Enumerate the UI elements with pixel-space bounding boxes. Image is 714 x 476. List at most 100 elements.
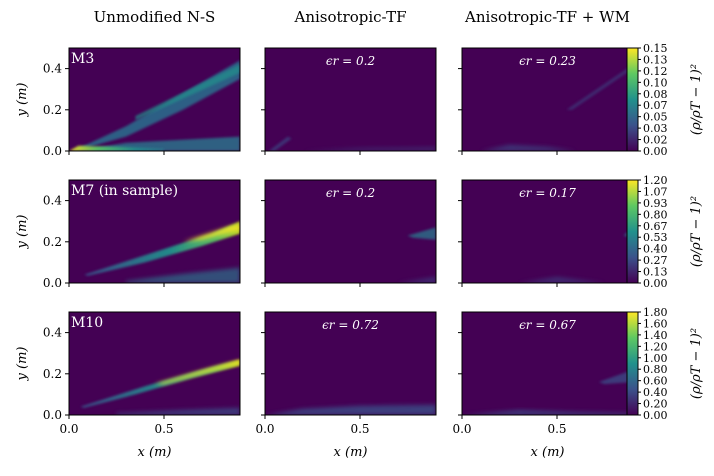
x-axis-label: x (m) <box>531 445 565 460</box>
colorbar-tick-label: 0.00 <box>643 145 668 158</box>
upper-plume <box>598 369 633 385</box>
y-tick-label: 0.4 <box>43 62 62 76</box>
heatmap-panel: ϵr = 0.2 <box>261 179 437 287</box>
error-label: ϵr = 0.67 <box>519 318 576 332</box>
panel-background <box>69 312 240 415</box>
floor-plume <box>303 146 436 151</box>
heatmap-panel: 0.0 0.2 0.4 M7 (in sample) <box>43 179 241 290</box>
colorbar-tick-label: 0.08 <box>643 88 668 101</box>
colorbar-tick-label: 1.20 <box>643 174 668 187</box>
colorbar-tick-label: 0.40 <box>643 386 668 399</box>
y-axis-label: y (m) <box>15 83 30 118</box>
heatmap-panel: ϵr = 0.17 <box>458 179 634 287</box>
colorbar-label: (ρ/ρT − 1)² <box>689 328 704 399</box>
colorbar-label: (ρ/ρT − 1)² <box>689 64 704 135</box>
y-axis-label: y (m) <box>15 347 30 382</box>
x-tick-label: 0.0 <box>59 422 78 436</box>
colorbar-tick-label: 0.40 <box>643 243 668 256</box>
upper-plume <box>84 221 240 276</box>
colorbar-tick-label: 0.00 <box>643 277 668 290</box>
colorbar: 1.801.601.401.201.000.800.600.400.200.00… <box>626 306 704 422</box>
colorbar-tick-label: 0.02 <box>643 134 668 147</box>
heatmap-panel: ϵr = 0.23 <box>458 47 634 155</box>
colorbar-tick-label: 0.07 <box>643 99 668 112</box>
colorbar-tick-label: 0.80 <box>643 363 668 376</box>
floor-plume <box>265 404 436 415</box>
y-tick-label: 0.2 <box>43 235 62 249</box>
colorbar-tick-label: 0.67 <box>643 220 668 233</box>
panel-background <box>265 48 436 151</box>
heatmap-panel: ϵr = 0.2 <box>261 47 437 155</box>
upper-plume-core <box>135 64 240 121</box>
upper-plume <box>566 64 633 110</box>
y-tick-label: 0.0 <box>43 408 62 422</box>
panel-background <box>69 180 240 283</box>
column-title: Unmodified N-S <box>94 8 216 26</box>
floor-plume <box>462 409 633 415</box>
x-tick-label: 0.0 <box>255 422 274 436</box>
panel-frame <box>68 179 241 284</box>
panel-background <box>69 48 240 151</box>
floor-plume <box>126 267 240 283</box>
colorbar-gradient <box>626 179 639 284</box>
case-label: M7 (in sample) <box>71 183 178 199</box>
panel-frame <box>264 47 437 152</box>
panel-frame <box>68 47 241 152</box>
colorbar: 0.150.130.120.100.080.070.050.030.020.00… <box>626 42 704 158</box>
y-tick-label: 0.4 <box>43 194 62 208</box>
case-label: M10 <box>71 315 103 331</box>
y-axis-label: y (m) <box>15 215 30 250</box>
panel-background <box>265 312 436 415</box>
colorbar-gradient <box>626 47 639 152</box>
colorbar-tick-label: 1.07 <box>643 185 668 198</box>
colorbar-tick-label: 1.00 <box>643 352 668 365</box>
colorbar-tick-label: 1.60 <box>643 317 668 330</box>
error-label: ϵr = 0.23 <box>519 54 576 68</box>
colorbar-tick-label: 0.03 <box>643 122 668 135</box>
x-tick-label: 0.5 <box>350 422 369 436</box>
colorbar-tick-label: 0.00 <box>643 409 668 422</box>
y-tick-label: 0.0 <box>43 144 62 158</box>
colorbar-tick-label: 0.10 <box>643 76 668 89</box>
heatmap-panel: 0.0 0.2 0.4 0.0 0.5 M10 <box>43 311 241 436</box>
error-label: ϵr = 0.72 <box>322 318 379 332</box>
y-tick-label: 0.4 <box>43 326 62 340</box>
heatmap-panel: 0.0 0.5 ϵr = 0.72 <box>255 311 437 436</box>
floor-plume <box>519 276 605 283</box>
colorbar-tick-label: 0.93 <box>643 197 668 210</box>
colorbar-tick-label: 1.80 <box>643 306 668 319</box>
upper-plume-core <box>154 360 240 385</box>
colorbar: 1.201.070.930.800.670.530.400.270.130.00… <box>626 174 704 290</box>
panel-background <box>462 180 633 283</box>
colorbar-tick-label: 0.05 <box>643 111 668 124</box>
floor-plume <box>116 407 240 415</box>
error-label: ϵr = 0.2 <box>326 186 375 200</box>
column-title: Anisotropic-TF + WM <box>464 8 630 26</box>
x-tick-label: 0.0 <box>452 422 471 436</box>
panel-frame <box>68 311 241 416</box>
panel-background <box>462 312 633 415</box>
colorbar-tick-label: 0.20 <box>643 398 668 411</box>
column-title: Anisotropic-TF <box>294 8 407 26</box>
panel-frame <box>264 311 437 416</box>
upper-plume <box>407 227 436 240</box>
x-tick-label: 0.5 <box>547 422 566 436</box>
colorbar-tick-label: 0.15 <box>643 42 668 55</box>
colorbar-label: (ρ/ρT − 1)² <box>689 196 704 267</box>
panel-frame <box>264 179 437 284</box>
upper-plume <box>268 136 292 151</box>
colorbar-tick-label: 0.12 <box>643 65 668 78</box>
colorbar-tick-label: 1.40 <box>643 329 668 342</box>
colorbar-tick-label: 0.80 <box>643 208 668 221</box>
panel-background <box>462 48 633 151</box>
y-tick-label: 0.0 <box>43 276 62 290</box>
error-label: ϵr = 0.17 <box>519 186 576 200</box>
x-axis-label: x (m) <box>138 445 172 460</box>
colorbar-tick-label: 0.53 <box>643 231 668 244</box>
error-label: ϵr = 0.2 <box>326 54 375 68</box>
x-axis-label: x (m) <box>334 445 368 460</box>
floor-plume <box>398 276 436 283</box>
colorbar-tick-label: 1.20 <box>643 340 668 353</box>
heatmap-panel: 0.0 0.2 0.4 M3 <box>43 47 241 158</box>
